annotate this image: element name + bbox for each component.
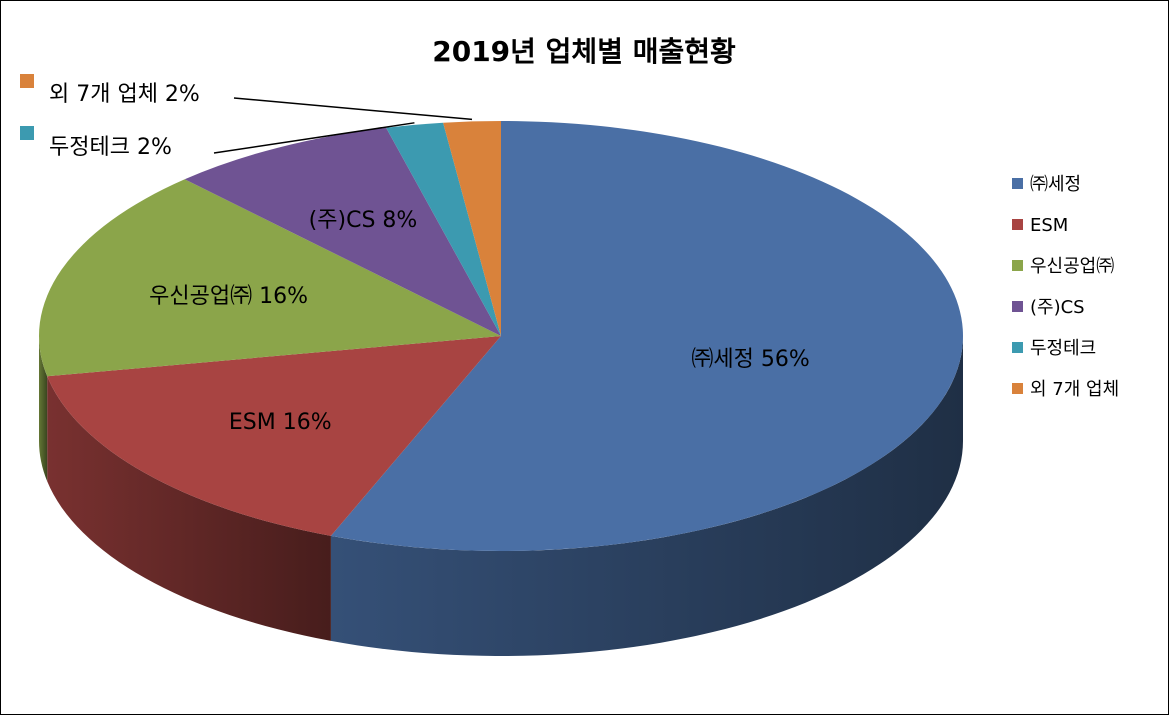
legend-swatch-1	[1012, 178, 1023, 189]
data-label-2: ESM 16%	[229, 410, 332, 435]
data-label-4: (주)CS 8%	[309, 208, 418, 233]
data-label-1: ㈜세정 56%	[691, 347, 809, 372]
pie-slice-2	[47, 336, 501, 536]
pie-slice-6	[443, 121, 501, 336]
legend-swatch-3	[1012, 260, 1023, 271]
legend-swatch-5	[1012, 342, 1023, 353]
leader-line-6	[233, 97, 473, 121]
data-label-5: 두정테크 2%	[49, 135, 172, 160]
legend-item-5: 두정테크	[1030, 338, 1096, 359]
data-label-6: 외 7개 업체 2%	[49, 82, 200, 107]
legend-item-3: 우신공업㈜	[1030, 256, 1114, 277]
leader-line-5	[213, 122, 415, 154]
data-label-3: 우신공업㈜ 16%	[149, 284, 308, 309]
chart-title: 2019년 업체별 매출현황	[432, 35, 736, 68]
legend-swatch-2	[1012, 219, 1023, 230]
pie-slice-1	[330, 121, 964, 551]
legend-item-1: ㈜세정	[1030, 174, 1081, 195]
legend-item-2: ESM	[1030, 215, 1068, 236]
pie-slice-side-3	[39, 336, 48, 482]
legend-item-6: 외 7개 업체	[1030, 379, 1119, 400]
legend-swatch-6	[1012, 383, 1023, 394]
legend-swatch-4	[1012, 301, 1023, 312]
label-marker-5	[20, 126, 34, 140]
pie-slice-5	[386, 122, 501, 336]
pie-slice-4	[184, 127, 501, 336]
legend-item-4: (주)CS	[1030, 297, 1085, 318]
pie-slice-side-1	[330, 336, 964, 656]
label-marker-6	[20, 74, 34, 88]
pie-slice-side-2	[47, 376, 331, 641]
pie-slice-3	[39, 179, 502, 377]
